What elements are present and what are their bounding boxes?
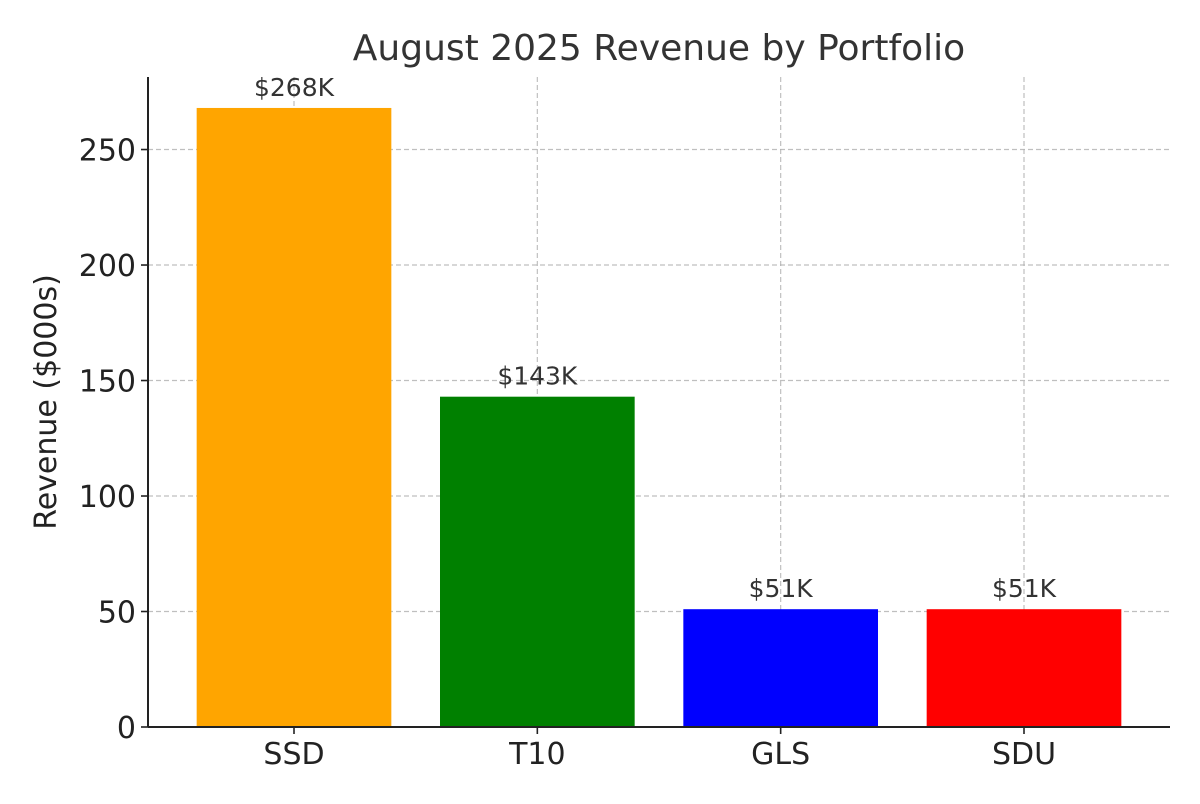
y-tick-label: 0 (117, 711, 136, 746)
bar-ssd (196, 107, 392, 727)
bar-gls (683, 609, 878, 727)
data-label: $51K (749, 574, 814, 603)
y-tick-label: 50 (98, 596, 136, 631)
bar-sdu (926, 609, 1122, 727)
data-label: $268K (254, 73, 335, 102)
y-tick-label: 250 (79, 134, 136, 169)
bar-t10 (440, 396, 635, 727)
data-label: $143K (497, 362, 578, 391)
x-tick-label: SSD (263, 737, 324, 772)
x-tick-label: T10 (508, 737, 566, 772)
chart-title: August 2025 Revenue by Portfolio (353, 28, 965, 69)
y-tick-label: 100 (79, 480, 136, 515)
data-label: $51K (992, 574, 1057, 603)
axes: 0 50 100 150 200 250 SSD T10 GLS SDU (79, 77, 1170, 772)
bars (196, 107, 1122, 727)
x-tick-label: GLS (751, 737, 810, 772)
data-labels: $268K $143K $51K $51K (254, 73, 1057, 603)
y-tick-label: 150 (79, 365, 136, 400)
y-axis-label: Revenue ($000s) (29, 274, 64, 530)
y-tick-label: 200 (79, 249, 136, 284)
x-tick-label: SDU (992, 737, 1056, 772)
